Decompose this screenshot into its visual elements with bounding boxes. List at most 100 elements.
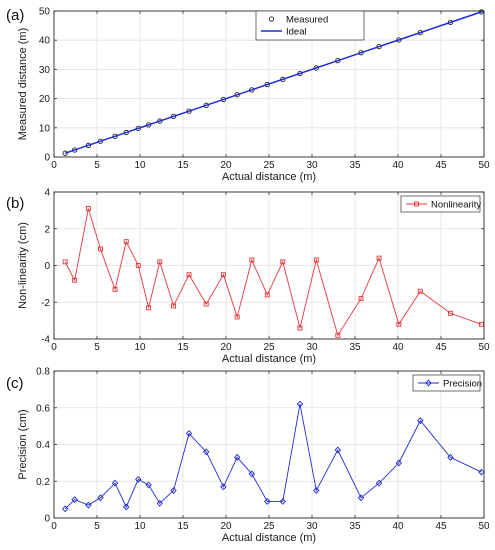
data-point-legend bbox=[268, 16, 275, 22]
series-nonlinearity bbox=[62, 206, 484, 338]
data-point-11 bbox=[203, 448, 210, 456]
legend-label: Ideal bbox=[286, 26, 307, 37]
x-tick-label: 15 bbox=[177, 521, 189, 532]
x-tick-label: 5 bbox=[94, 342, 100, 353]
data-point-1 bbox=[72, 277, 78, 283]
x-tick-label: 20 bbox=[220, 342, 232, 353]
data-point-18 bbox=[313, 257, 319, 263]
data-point-9 bbox=[171, 303, 176, 309]
data-point-25 bbox=[478, 468, 485, 476]
x-tick-label: 5 bbox=[94, 521, 100, 532]
x-tick-label: 25 bbox=[263, 342, 275, 353]
y-tick-label: 0.8 bbox=[36, 367, 50, 378]
x-tick-label: 25 bbox=[263, 521, 275, 532]
data-point-24 bbox=[448, 310, 453, 316]
data-point-9 bbox=[170, 486, 177, 494]
legend: Nonlinearity bbox=[400, 195, 481, 213]
y-tick-label: 20 bbox=[39, 94, 51, 105]
data-point-19 bbox=[335, 332, 341, 338]
x-tick-label: 30 bbox=[306, 160, 318, 171]
x-tick-label: 0 bbox=[51, 521, 57, 532]
data-point-4 bbox=[112, 286, 118, 292]
x-tick-label: 50 bbox=[478, 521, 490, 532]
series-ideal bbox=[64, 10, 485, 154]
data-point-23 bbox=[417, 288, 423, 294]
data-point-5 bbox=[123, 239, 129, 245]
y-tick-label: 30 bbox=[39, 65, 51, 76]
x-tick-label: 40 bbox=[392, 521, 404, 532]
x-tick-label: 35 bbox=[349, 521, 361, 532]
data-point-22 bbox=[396, 321, 402, 327]
data-point-15 bbox=[264, 292, 270, 298]
data-point-0 bbox=[61, 505, 69, 513]
data-point-21 bbox=[375, 479, 383, 487]
x-tick-label: 10 bbox=[134, 342, 146, 353]
data-point-7 bbox=[145, 481, 152, 489]
x-tick-label: 5 bbox=[94, 160, 100, 171]
data-point-20 bbox=[357, 494, 365, 502]
legend-label: Measured bbox=[286, 14, 328, 25]
x-tick-label: 30 bbox=[306, 342, 318, 353]
y-axis-label: Measured distance (m) bbox=[17, 28, 29, 141]
series-line bbox=[64, 208, 482, 337]
y-tick-label: 4 bbox=[44, 188, 50, 199]
panel-label: (c) bbox=[6, 375, 24, 392]
panel-label: (b) bbox=[6, 195, 24, 212]
x-tick-label: 0 bbox=[51, 160, 57, 171]
data-point-19 bbox=[334, 446, 342, 454]
x-tick-label: 35 bbox=[349, 160, 361, 171]
legend: Precision bbox=[412, 374, 482, 392]
x-tick-label: 15 bbox=[177, 160, 189, 171]
data-point-11 bbox=[203, 301, 209, 307]
data-point-14 bbox=[248, 470, 256, 478]
data-point-3 bbox=[97, 246, 103, 252]
x-tick-label: 10 bbox=[134, 160, 146, 171]
panel-label: (a) bbox=[6, 7, 24, 24]
data-point-18 bbox=[313, 486, 320, 494]
y-tick-label: 2 bbox=[44, 224, 50, 235]
series-line bbox=[64, 403, 482, 510]
data-point-16 bbox=[279, 498, 286, 505]
series-precision bbox=[61, 400, 485, 513]
data-point-legend bbox=[425, 379, 432, 387]
data-point-17 bbox=[296, 400, 304, 408]
data-point-20 bbox=[358, 296, 364, 302]
data-point-6 bbox=[135, 263, 141, 268]
data-point-25 bbox=[478, 321, 484, 327]
x-tick-label: 0 bbox=[51, 342, 57, 353]
x-axis-label: Actual distance (m) bbox=[222, 353, 316, 365]
data-point-0 bbox=[62, 259, 68, 265]
data-point-8 bbox=[157, 259, 163, 265]
data-point-14 bbox=[249, 257, 255, 263]
x-tick-label: 25 bbox=[263, 160, 275, 171]
data-point-21 bbox=[376, 255, 382, 261]
data-point-10 bbox=[185, 430, 193, 437]
x-tick-label: 45 bbox=[435, 521, 447, 532]
data-point-10 bbox=[186, 272, 192, 278]
data-point-13 bbox=[234, 314, 240, 320]
data-point-6 bbox=[135, 475, 142, 483]
data-point-3 bbox=[97, 494, 104, 502]
y-tick-label: -4 bbox=[41, 335, 50, 346]
chart-panel-1: 0 5 10 15 20 25 30 35 40 45 50 0 10 20 30 40 50 Actual di… bbox=[6, 7, 490, 184]
y-tick-label: 0.2 bbox=[36, 477, 50, 488]
y-tick-label: -2 bbox=[41, 298, 50, 309]
x-tick-label: 10 bbox=[134, 521, 146, 532]
y-tick-label: 0.4 bbox=[36, 440, 50, 451]
chart-panel-2: 0 5 10 15 20 25 30 35 40 45 50 -4 -2 0 2 4 Actual distan… bbox=[6, 188, 490, 366]
y-axis-label: Non-linearity (cm) bbox=[17, 222, 29, 309]
data-point-22 bbox=[395, 459, 403, 467]
y-tick-label: 50 bbox=[39, 7, 51, 18]
x-tick-label: 20 bbox=[220, 160, 232, 171]
legend-box bbox=[255, 10, 365, 41]
data-point-2 bbox=[85, 206, 91, 211]
data-point-1 bbox=[71, 496, 78, 504]
data-point-24 bbox=[447, 453, 454, 461]
x-tick-label: 35 bbox=[349, 342, 361, 353]
data-point-12 bbox=[220, 483, 227, 491]
data-point-legend bbox=[414, 201, 419, 207]
x-tick-label: 50 bbox=[478, 342, 490, 353]
y-tick-label: 10 bbox=[39, 123, 51, 134]
